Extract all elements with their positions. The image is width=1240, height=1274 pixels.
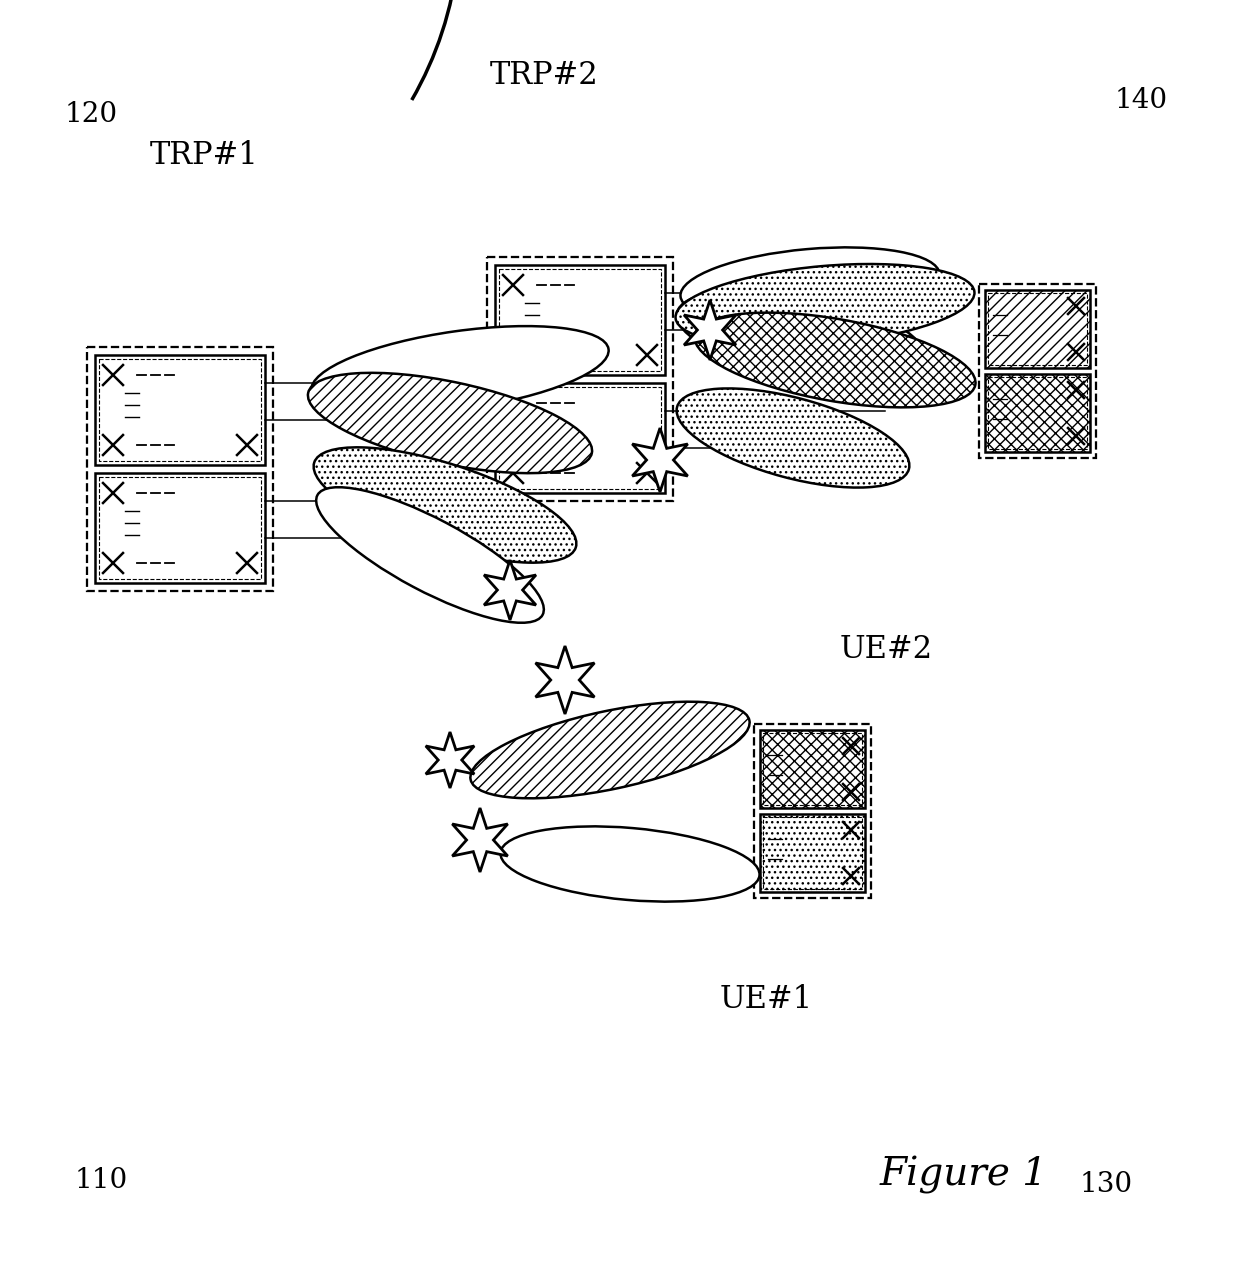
Ellipse shape bbox=[314, 447, 577, 563]
Ellipse shape bbox=[694, 312, 976, 408]
Bar bbox=[498, 387, 661, 489]
Bar bbox=[87, 347, 273, 591]
Ellipse shape bbox=[677, 389, 909, 488]
Ellipse shape bbox=[316, 487, 544, 623]
Bar bbox=[980, 284, 1096, 457]
Bar bbox=[988, 293, 1087, 364]
Ellipse shape bbox=[470, 702, 750, 799]
Bar bbox=[763, 733, 862, 805]
Text: TRP#1: TRP#1 bbox=[150, 139, 259, 171]
Text: 140: 140 bbox=[1115, 87, 1168, 113]
Text: Figure 1: Figure 1 bbox=[880, 1156, 1048, 1194]
Bar bbox=[99, 476, 260, 578]
Bar bbox=[99, 359, 260, 461]
Bar bbox=[985, 290, 1090, 368]
Bar bbox=[495, 265, 665, 375]
Bar bbox=[760, 730, 866, 808]
Polygon shape bbox=[453, 808, 507, 871]
Polygon shape bbox=[484, 561, 536, 620]
Bar bbox=[95, 473, 265, 583]
Ellipse shape bbox=[677, 290, 924, 380]
Polygon shape bbox=[425, 733, 474, 789]
Bar bbox=[985, 375, 1090, 452]
Polygon shape bbox=[684, 299, 737, 361]
Polygon shape bbox=[536, 646, 594, 713]
Bar bbox=[498, 269, 661, 371]
Text: 110: 110 bbox=[74, 1167, 128, 1194]
Bar bbox=[760, 814, 866, 892]
Bar bbox=[495, 383, 665, 493]
Text: TRP#2: TRP#2 bbox=[490, 60, 599, 90]
Ellipse shape bbox=[311, 326, 609, 414]
Ellipse shape bbox=[308, 373, 591, 473]
Ellipse shape bbox=[681, 247, 940, 322]
Text: 130: 130 bbox=[1080, 1172, 1133, 1199]
Ellipse shape bbox=[501, 827, 760, 902]
Bar bbox=[754, 724, 870, 898]
Bar bbox=[988, 377, 1087, 448]
Text: 120: 120 bbox=[64, 102, 118, 129]
Bar bbox=[763, 817, 862, 889]
Bar bbox=[487, 257, 673, 501]
Ellipse shape bbox=[676, 264, 975, 347]
Polygon shape bbox=[632, 428, 688, 492]
Text: UE#1: UE#1 bbox=[720, 985, 813, 1015]
Bar bbox=[95, 355, 265, 465]
Text: UE#2: UE#2 bbox=[839, 634, 934, 665]
